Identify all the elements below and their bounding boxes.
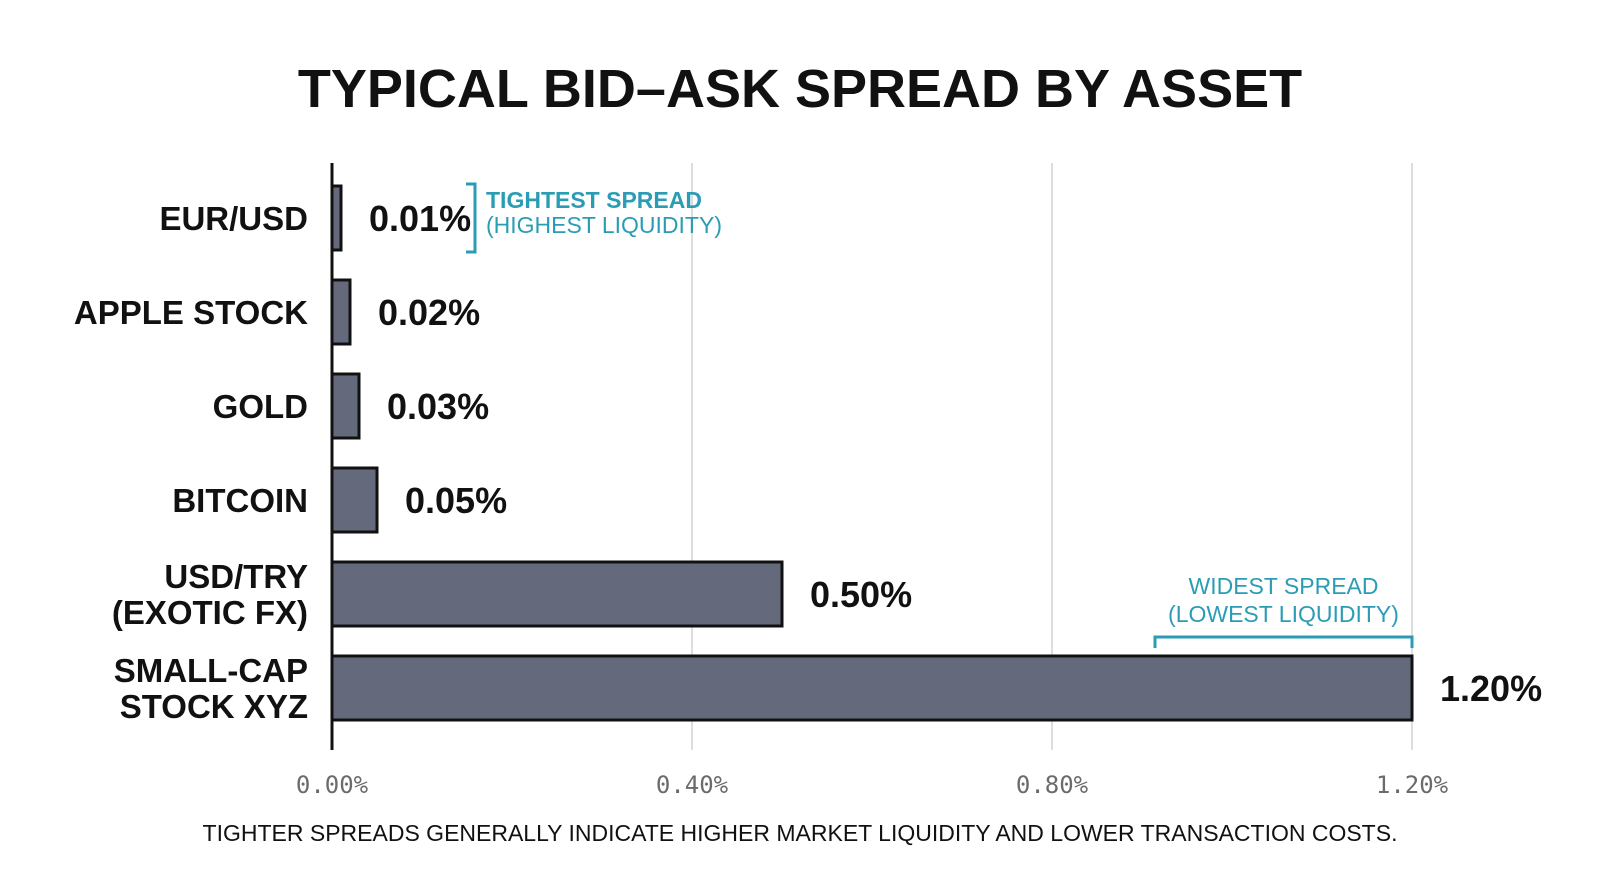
- value-label: 0.50%: [810, 574, 912, 615]
- annotation-text: TIGHTEST SPREAD: [486, 187, 702, 213]
- annotation-bracket: [466, 182, 477, 254]
- bar: [330, 466, 379, 534]
- category-label: BITCOIN: [172, 482, 308, 519]
- value-label: 0.02%: [378, 292, 480, 333]
- annotation-widest: WIDEST SPREAD(LOWEST LIQUIDITY): [1153, 573, 1414, 648]
- annotation-tightest: TIGHTEST SPREAD(HIGHEST LIQUIDITY): [466, 182, 722, 254]
- bars: [330, 184, 1414, 722]
- x-tick-label: 0.40%: [656, 771, 729, 799]
- grid-lines: [691, 163, 1413, 750]
- x-tick-label: 0.00%: [296, 771, 369, 799]
- category-label: GOLD: [213, 388, 308, 425]
- annotation-bracket: [1153, 635, 1414, 648]
- category-label: USD/TRY: [164, 558, 308, 595]
- bar: [330, 372, 361, 440]
- category-label: APPLE STOCK: [74, 294, 308, 331]
- annotation-text: (LOWEST LIQUIDITY): [1168, 601, 1399, 627]
- x-tick-label: 1.20%: [1376, 771, 1449, 799]
- category-label: STOCK XYZ: [120, 688, 308, 725]
- bar: [330, 278, 352, 346]
- annotation-text: (HIGHEST LIQUIDITY): [486, 212, 722, 238]
- x-axis-ticks: 0.00% 0.40% 0.80% 1.20%: [296, 771, 1449, 799]
- category-label: SMALL-CAP: [114, 652, 308, 689]
- value-label: 1.20%: [1440, 668, 1542, 709]
- x-tick-label: 0.80%: [1016, 771, 1089, 799]
- chart-footnote: TIGHTER SPREADS GENERALLY INDICATE HIGHE…: [203, 820, 1398, 846]
- category-label: (EXOTIC FX): [112, 594, 308, 631]
- category-labels: EUR/USD APPLE STOCK GOLD BITCOIN USD/TRY(EXO…: [74, 200, 308, 725]
- value-label: 0.01%: [369, 198, 471, 239]
- annotations: TIGHTEST SPREAD(HIGHEST LIQUIDITY) WIDEST…: [466, 182, 1414, 648]
- value-label: 0.05%: [405, 480, 507, 521]
- bar: [330, 560, 784, 628]
- annotation-text: WIDEST SPREAD: [1189, 573, 1379, 599]
- value-label: 0.03%: [387, 386, 489, 427]
- value-labels: 0.01% 0.02% 0.03% 0.05% 0.50% 1.20%: [369, 198, 1542, 709]
- category-label: EUR/USD: [159, 200, 308, 237]
- bar: [330, 654, 1414, 722]
- chart-title: TYPICAL BID–ASK SPREAD BY ASSET: [298, 59, 1302, 119]
